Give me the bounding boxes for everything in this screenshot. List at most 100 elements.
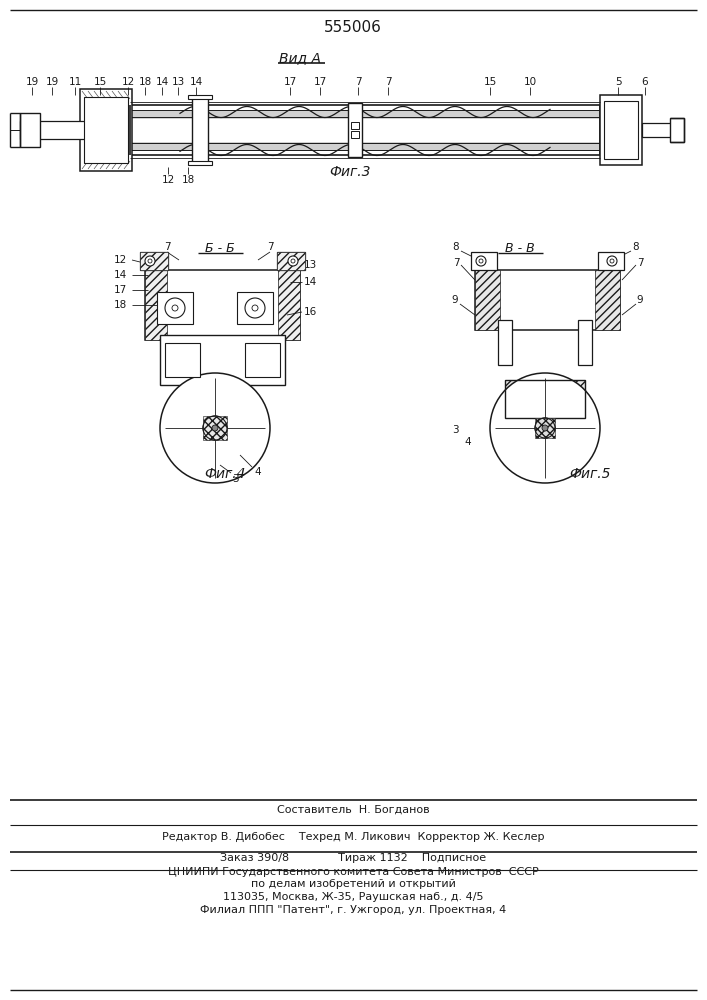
Text: 7: 7 bbox=[267, 242, 274, 252]
Bar bbox=[20, 113, 40, 147]
Bar bbox=[498, 320, 512, 365]
Circle shape bbox=[212, 425, 218, 431]
Bar bbox=[351, 122, 359, 129]
Text: Б - Б: Б - Б bbox=[205, 241, 235, 254]
Text: 14: 14 bbox=[156, 77, 169, 87]
Circle shape bbox=[490, 373, 600, 483]
Bar bbox=[535, 418, 555, 438]
Text: Редактор В. Дибобес    Техред М. Ликович  Корректор Ж. Кеслер: Редактор В. Дибобес Техред М. Ликович Ко… bbox=[162, 832, 544, 842]
Bar bbox=[190, 385, 240, 413]
Text: 13: 13 bbox=[171, 77, 185, 87]
Circle shape bbox=[245, 298, 265, 318]
Text: 12: 12 bbox=[113, 255, 127, 265]
Text: 3: 3 bbox=[232, 474, 238, 484]
Bar bbox=[505, 380, 585, 418]
Text: 18: 18 bbox=[113, 300, 127, 310]
Circle shape bbox=[148, 259, 152, 263]
Bar bbox=[600, 95, 642, 165]
Text: 13: 13 bbox=[303, 260, 317, 270]
Bar bbox=[505, 380, 585, 418]
Bar bbox=[165, 343, 200, 377]
Bar bbox=[145, 270, 167, 340]
Bar bbox=[157, 292, 193, 324]
Text: Составитель  Н. Богданов: Составитель Н. Богданов bbox=[276, 805, 429, 815]
Bar bbox=[277, 252, 305, 270]
Bar bbox=[203, 416, 227, 440]
Text: ЦНИИПИ Государственного комитета Совета Министров  СССР: ЦНИИПИ Государственного комитета Совета … bbox=[168, 867, 538, 877]
Bar bbox=[145, 270, 300, 340]
Text: 9: 9 bbox=[452, 295, 458, 305]
Text: 7: 7 bbox=[637, 258, 643, 268]
Text: В - В: В - В bbox=[505, 241, 535, 254]
Text: Филиал ППП "Патент", г. Ужгород, ул. Проектная, 4: Филиал ППП "Патент", г. Ужгород, ул. Про… bbox=[200, 905, 506, 915]
Circle shape bbox=[535, 418, 555, 438]
Bar bbox=[20, 121, 100, 139]
Circle shape bbox=[172, 305, 178, 311]
Text: 7: 7 bbox=[385, 77, 391, 87]
Bar bbox=[84, 97, 128, 163]
Text: 15: 15 bbox=[93, 77, 107, 87]
Bar bbox=[642, 123, 672, 137]
Text: 7: 7 bbox=[355, 77, 361, 87]
Bar bbox=[475, 270, 620, 330]
Circle shape bbox=[476, 256, 486, 266]
Text: 5: 5 bbox=[614, 77, 621, 87]
Bar bbox=[278, 270, 300, 340]
Text: Фиг.4: Фиг.4 bbox=[204, 467, 246, 481]
Bar bbox=[578, 320, 592, 365]
Text: Заказ 390/8              Тираж 1132    Подписное: Заказ 390/8 Тираж 1132 Подписное bbox=[220, 853, 486, 863]
Circle shape bbox=[252, 305, 258, 311]
Text: Вид А: Вид А bbox=[279, 51, 321, 65]
Text: 6: 6 bbox=[642, 77, 648, 87]
Bar bbox=[140, 252, 168, 270]
Text: 7: 7 bbox=[452, 258, 460, 268]
Bar bbox=[80, 89, 132, 171]
Bar bbox=[351, 131, 359, 138]
Bar bbox=[475, 270, 500, 330]
Circle shape bbox=[610, 259, 614, 263]
Text: 18: 18 bbox=[182, 175, 194, 185]
Text: 14: 14 bbox=[189, 77, 203, 87]
Bar bbox=[192, 97, 208, 163]
Text: 12: 12 bbox=[122, 77, 134, 87]
Bar bbox=[130, 110, 600, 119]
Circle shape bbox=[203, 416, 227, 440]
Text: 12: 12 bbox=[161, 175, 175, 185]
Circle shape bbox=[165, 298, 185, 318]
Bar bbox=[604, 101, 638, 159]
Bar bbox=[277, 252, 305, 270]
Text: 16: 16 bbox=[303, 307, 317, 317]
Text: 4: 4 bbox=[255, 467, 262, 477]
Text: Фиг.3: Фиг.3 bbox=[329, 165, 370, 179]
Text: 9: 9 bbox=[637, 295, 643, 305]
Text: 19: 19 bbox=[25, 77, 39, 87]
Text: 113035, Москва, Ж-35, Раушская наб., д. 4/5: 113035, Москва, Ж-35, Раушская наб., д. … bbox=[223, 892, 484, 902]
Text: 17: 17 bbox=[113, 285, 127, 295]
Text: Фиг.5: Фиг.5 bbox=[569, 467, 611, 481]
Bar bbox=[348, 103, 362, 157]
Text: 19: 19 bbox=[45, 77, 59, 87]
Bar bbox=[245, 343, 280, 377]
Bar bbox=[188, 95, 212, 99]
Circle shape bbox=[542, 425, 548, 431]
Bar bbox=[160, 335, 285, 385]
Circle shape bbox=[160, 373, 270, 483]
Bar bbox=[471, 252, 497, 270]
Bar bbox=[130, 142, 600, 151]
Circle shape bbox=[291, 259, 295, 263]
Text: 4: 4 bbox=[464, 437, 472, 447]
Bar bbox=[670, 118, 684, 142]
Text: 14: 14 bbox=[303, 277, 317, 287]
Circle shape bbox=[607, 256, 617, 266]
Bar bbox=[188, 161, 212, 165]
Text: 3: 3 bbox=[452, 425, 458, 435]
Text: по делам изобретений и открытий: по делам изобретений и открытий bbox=[250, 879, 455, 889]
Circle shape bbox=[145, 256, 155, 266]
Text: 17: 17 bbox=[284, 77, 297, 87]
Text: 7: 7 bbox=[164, 242, 170, 252]
Circle shape bbox=[288, 256, 298, 266]
Text: 8: 8 bbox=[633, 242, 639, 252]
Text: 14: 14 bbox=[113, 270, 127, 280]
Text: 10: 10 bbox=[523, 77, 537, 87]
Text: 11: 11 bbox=[69, 77, 81, 87]
